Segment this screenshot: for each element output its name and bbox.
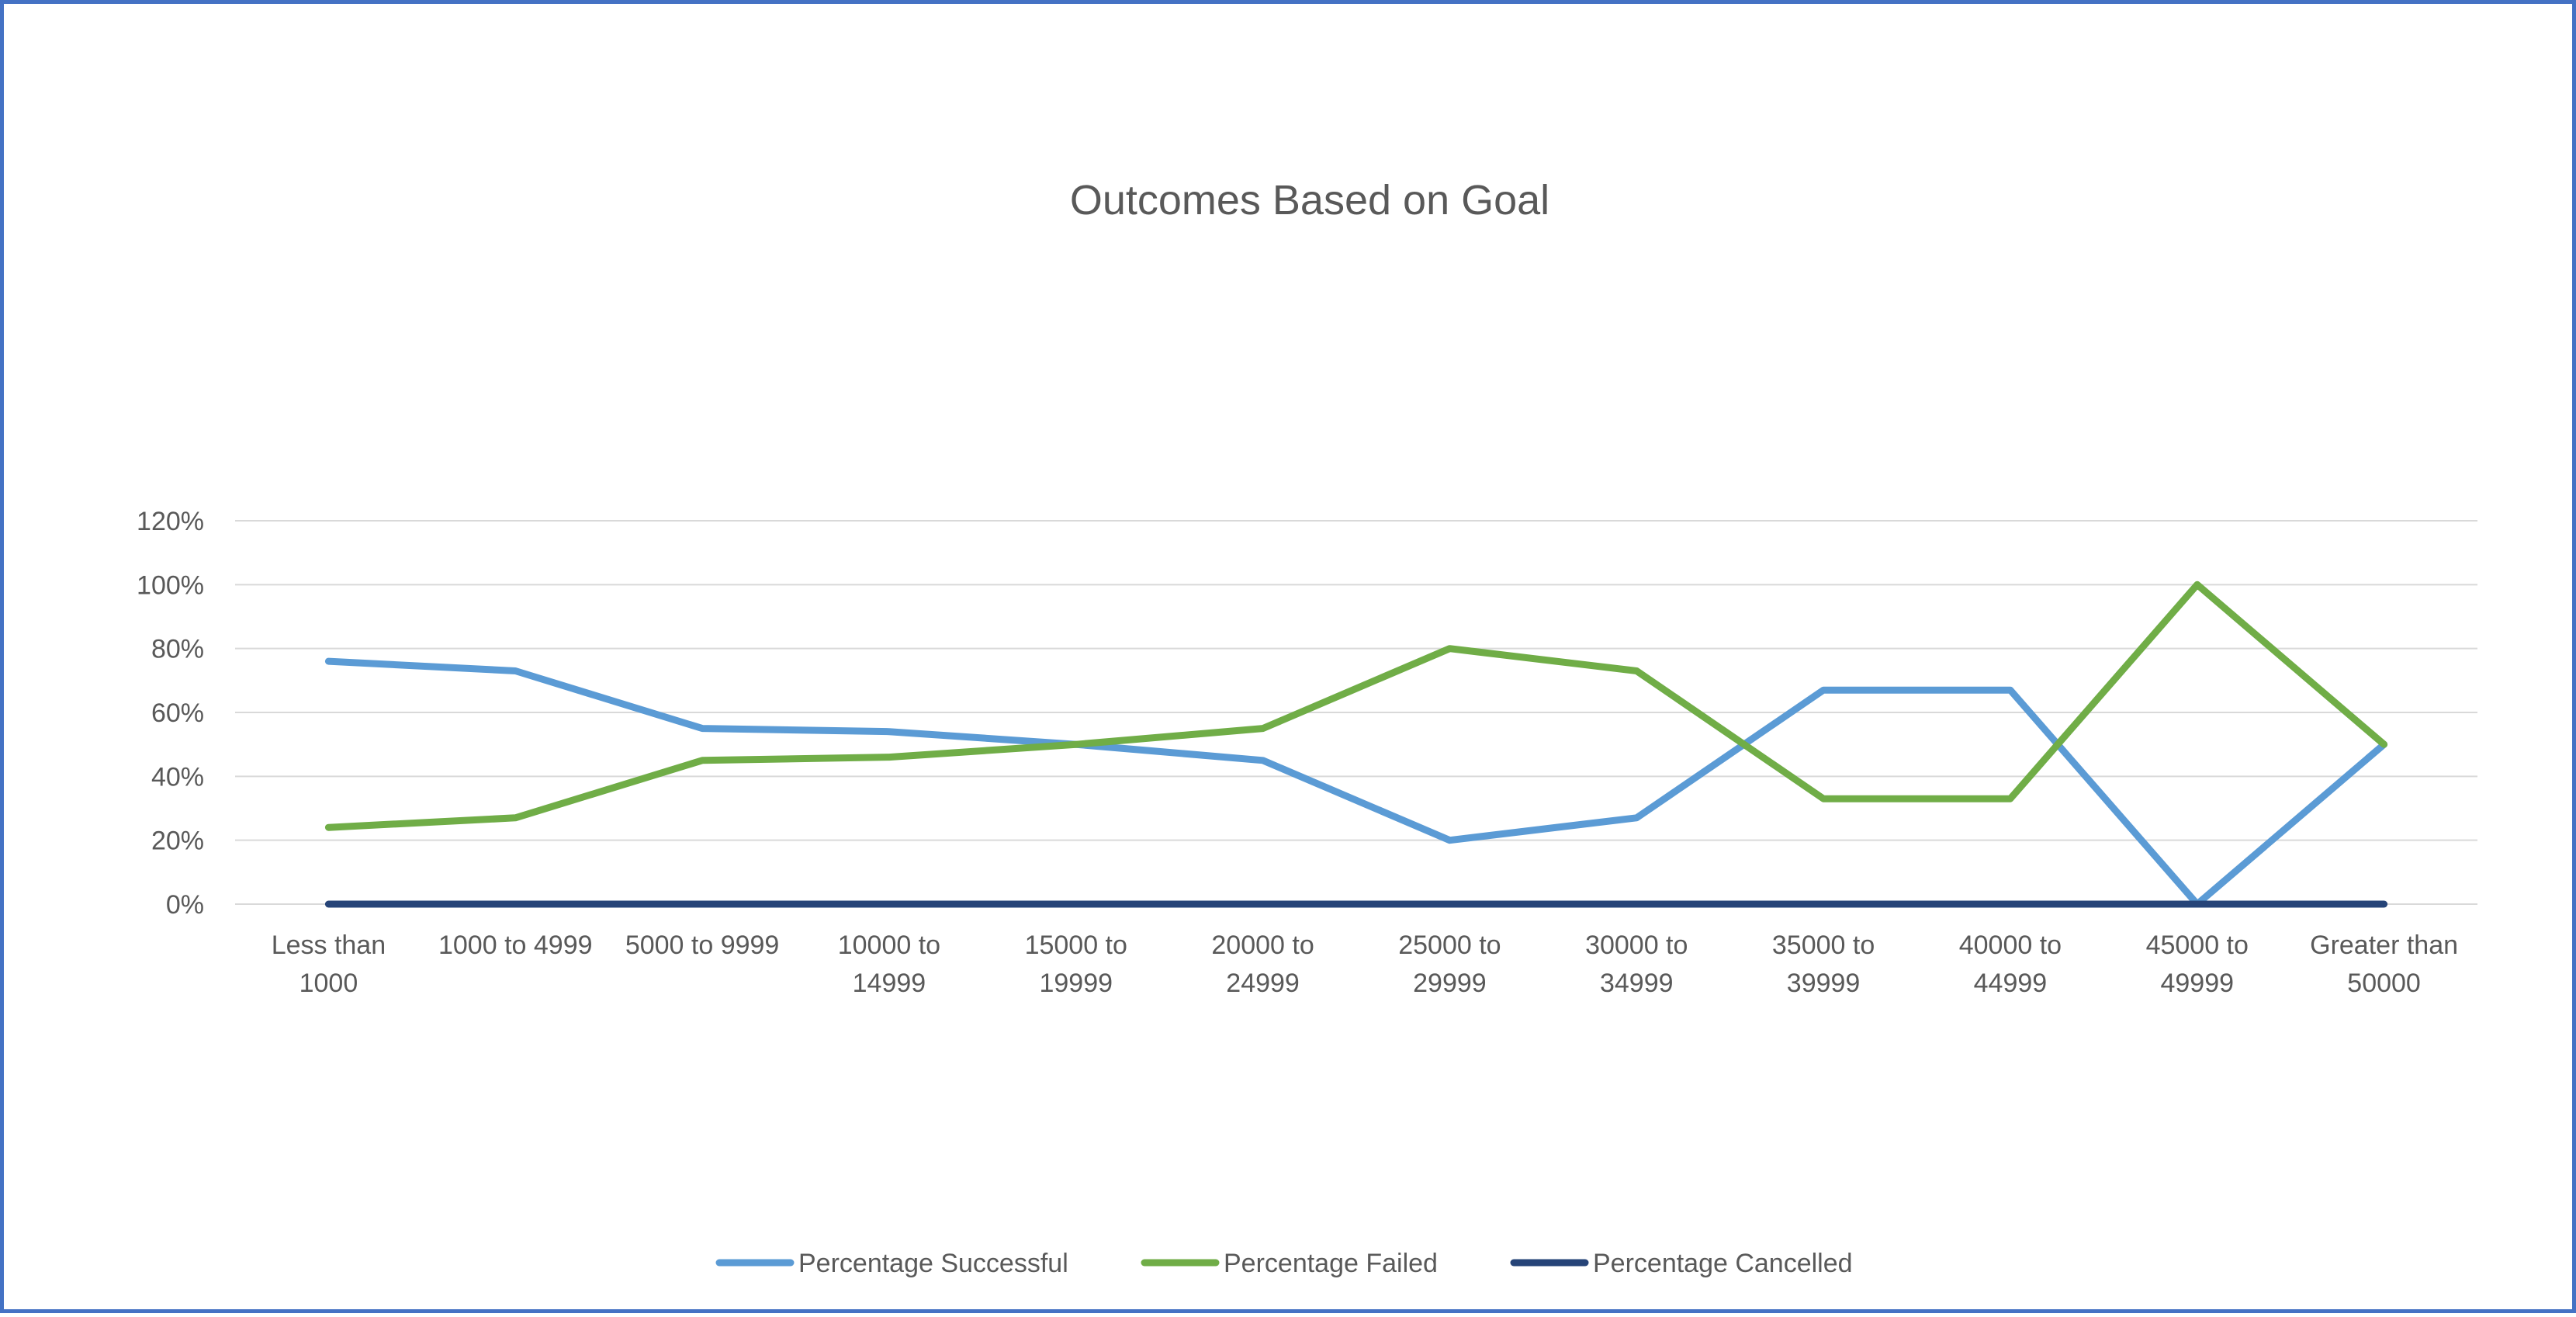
series-line-percentage-failed — [324, 581, 2388, 831]
x-tick-label: 20000 to 24999 — [1211, 931, 1314, 998]
y-axis-ticks: 0% 20% 40% 60% 80% 100% 120% — [137, 507, 204, 920]
y-tick-label: 0% — [166, 890, 204, 920]
x-tick-label: 45000 to 49999 — [2146, 931, 2249, 998]
gridlines — [235, 520, 2477, 905]
series-line-percentage-successful — [324, 657, 2388, 908]
line-chart: Outcomes Based on Goal 0% 20% 40% 60% 80% 100… — [137, 177, 2477, 1278]
y-tick-label: 60% — [151, 698, 204, 728]
x-tick-label: 25000 to 29999 — [1398, 931, 1501, 998]
y-tick-label: 120% — [137, 507, 204, 536]
x-tick-label: 35000 to 39999 — [1772, 931, 1875, 998]
legend: Percentage Successful Percentage Failed Pe… — [715, 1249, 1853, 1278]
chart-title: Outcomes Based on Goal — [1070, 177, 1549, 224]
y-tick-label: 40% — [151, 762, 204, 792]
x-tick-label: 30000 to 34999 — [1585, 931, 1688, 998]
y-tick-label: 20% — [151, 827, 204, 856]
x-tick-label: 40000 to 44999 — [1959, 931, 2062, 998]
x-tick-label: Less than 1000 — [272, 931, 386, 998]
y-tick-label: 100% — [137, 570, 204, 600]
y-tick-label: 80% — [151, 635, 204, 664]
x-tick-label: 15000 to 19999 — [1025, 931, 1127, 998]
x-axis-ticks: Less than 1000 1000 to 4999 5000 to 9999 100… — [272, 931, 2458, 998]
legend-label-percentage-failed: Percentage Failed — [1224, 1249, 1438, 1278]
x-tick-label: 10000 to 14999 — [838, 931, 940, 998]
x-tick-label: 5000 to 9999 — [625, 931, 780, 960]
x-tick-label: Greater than 50000 — [2310, 931, 2458, 998]
x-tick-label: 1000 to 4999 — [438, 931, 593, 960]
legend-label-percentage-cancelled: Percentage Cancelled — [1593, 1249, 1853, 1278]
series-lines — [324, 581, 2388, 908]
legend-label-percentage-successful: Percentage Successful — [798, 1249, 1068, 1278]
